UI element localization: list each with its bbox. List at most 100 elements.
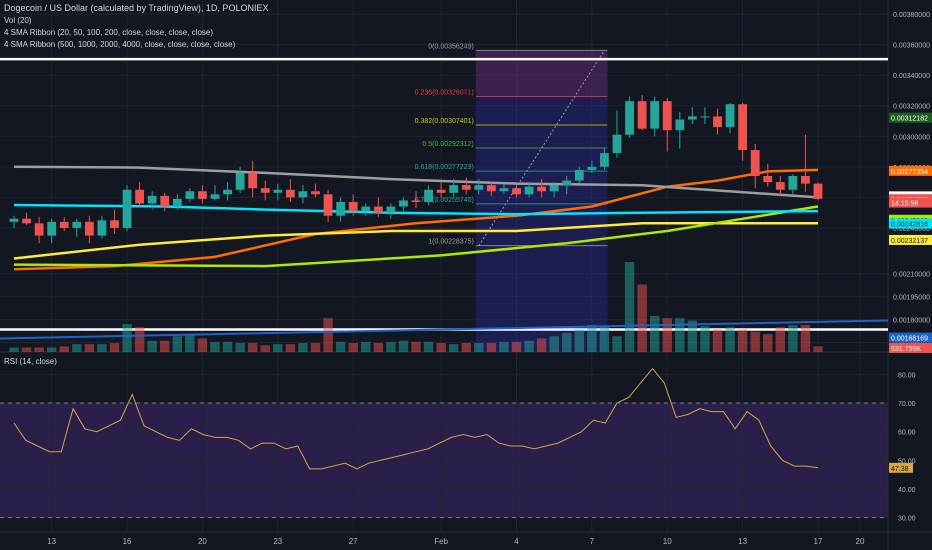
volume-bar bbox=[737, 329, 748, 352]
price-tick-label: 0.00360000 bbox=[893, 43, 930, 50]
candle-body bbox=[725, 104, 735, 128]
volume-bar bbox=[109, 343, 120, 352]
price-tick-label: 0.00320000 bbox=[893, 104, 930, 111]
volume-bar bbox=[700, 326, 710, 352]
volume-bar bbox=[197, 338, 208, 352]
candle-body bbox=[298, 191, 308, 198]
volume-bar bbox=[587, 325, 597, 352]
fib-level-label: 0.236(0.00326071) bbox=[415, 89, 474, 96]
candle-body bbox=[687, 116, 697, 120]
price-badge bbox=[889, 218, 932, 229]
fib-level-label: 0.786(0.00255740) bbox=[415, 197, 474, 204]
candle-body bbox=[775, 182, 785, 190]
fib-level-label: 1(0.00228375) bbox=[428, 239, 474, 246]
volume-bar bbox=[122, 323, 132, 352]
price-tick-label: 0.00210000 bbox=[893, 272, 930, 279]
candle-body bbox=[323, 194, 333, 216]
x-tick-label: 27 bbox=[349, 537, 358, 546]
fib-level-label: 0.382(0.00307401) bbox=[415, 118, 474, 125]
candle-body bbox=[650, 101, 660, 129]
volume-bar bbox=[486, 343, 497, 352]
candle-body bbox=[713, 116, 722, 128]
price-badge-label: 0.00232137 bbox=[891, 238, 928, 245]
candle-body bbox=[336, 201, 346, 216]
x-tick-label: 20 bbox=[198, 537, 207, 546]
volume-bar bbox=[222, 341, 233, 352]
volume-bar bbox=[72, 344, 82, 352]
x-tick-label: 10 bbox=[663, 537, 672, 546]
volume-bar bbox=[260, 345, 270, 352]
price-tick-label: 0.00300000 bbox=[893, 134, 930, 141]
volume-bar bbox=[763, 334, 773, 352]
volume-badge-label: 531.755K bbox=[891, 346, 921, 353]
volume-bar bbox=[499, 341, 509, 352]
volume-bar bbox=[725, 327, 735, 352]
candle-body bbox=[612, 134, 622, 154]
volume-bar bbox=[398, 340, 409, 352]
volume-bar bbox=[310, 343, 321, 352]
candle-body bbox=[185, 191, 195, 199]
sma-ribbon-1-legend: 4 SMA Ribbon (20, 50, 100, 200, close, c… bbox=[4, 28, 214, 37]
rsi-badge-label: 47.38 bbox=[891, 466, 909, 473]
candle-body bbox=[562, 180, 572, 186]
fib-level-label: 0(0.00356249) bbox=[428, 43, 474, 50]
fib-zone-top bbox=[475, 50, 608, 97]
price-badge-label: 0.00242816 bbox=[891, 222, 928, 229]
volume-bar bbox=[59, 346, 69, 352]
rsi-tick-label: 40.00 bbox=[898, 487, 916, 494]
volume-bar bbox=[800, 325, 811, 352]
chart-title: Dogecoin / US Dollar (calculated by Trad… bbox=[4, 3, 269, 13]
candle-body bbox=[587, 166, 597, 170]
candle-body bbox=[9, 218, 19, 222]
candle-body bbox=[135, 189, 145, 204]
candle-body bbox=[373, 206, 383, 213]
candle-body bbox=[172, 198, 182, 207]
candle-body bbox=[662, 101, 672, 131]
candle-body bbox=[625, 101, 634, 135]
volume-bar bbox=[524, 340, 534, 352]
candle-body bbox=[813, 183, 823, 199]
volume-bar bbox=[775, 327, 786, 352]
candle-body bbox=[801, 176, 810, 184]
candle-body bbox=[750, 150, 760, 176]
volume-bar bbox=[649, 316, 660, 352]
price-tick-label: 0.00240000 bbox=[893, 226, 930, 233]
candle-body bbox=[461, 185, 471, 190]
rsi-badge bbox=[889, 462, 913, 473]
volume-bar bbox=[46, 347, 57, 352]
candle-body bbox=[637, 101, 647, 129]
fib-range-box bbox=[475, 50, 608, 352]
fib-level-label: 0.618(0.00277223) bbox=[415, 164, 474, 171]
volume-bar bbox=[411, 341, 421, 352]
candle-body bbox=[34, 223, 44, 236]
volume-bar bbox=[788, 325, 798, 352]
candle-body bbox=[512, 188, 521, 195]
volume-bar bbox=[511, 341, 522, 352]
volume-bar bbox=[637, 284, 647, 352]
rsi-tick-label: 50.00 bbox=[898, 458, 916, 465]
candle-body bbox=[411, 200, 421, 202]
candle-body bbox=[675, 119, 685, 131]
volume-bar bbox=[298, 343, 308, 352]
volume-bar bbox=[423, 341, 434, 352]
candle-body bbox=[436, 189, 446, 193]
candle-body bbox=[763, 176, 773, 183]
volume-bar bbox=[461, 343, 471, 352]
candle-body bbox=[72, 221, 82, 228]
volume-bar bbox=[675, 318, 685, 352]
volume-bar bbox=[348, 343, 358, 352]
candle-body bbox=[22, 218, 31, 224]
volume-bar bbox=[662, 318, 672, 352]
candle-body bbox=[47, 221, 57, 236]
volume-bar bbox=[172, 336, 183, 352]
volume-bar bbox=[386, 341, 396, 352]
volume-bar bbox=[285, 344, 296, 352]
candle-body bbox=[738, 104, 748, 151]
rsi-tick-label: 70.00 bbox=[898, 401, 916, 408]
volume-bar bbox=[448, 344, 459, 352]
volume-bar bbox=[97, 344, 107, 352]
candle-body bbox=[273, 189, 283, 193]
candle-body bbox=[248, 172, 258, 189]
candle-body bbox=[147, 195, 157, 204]
